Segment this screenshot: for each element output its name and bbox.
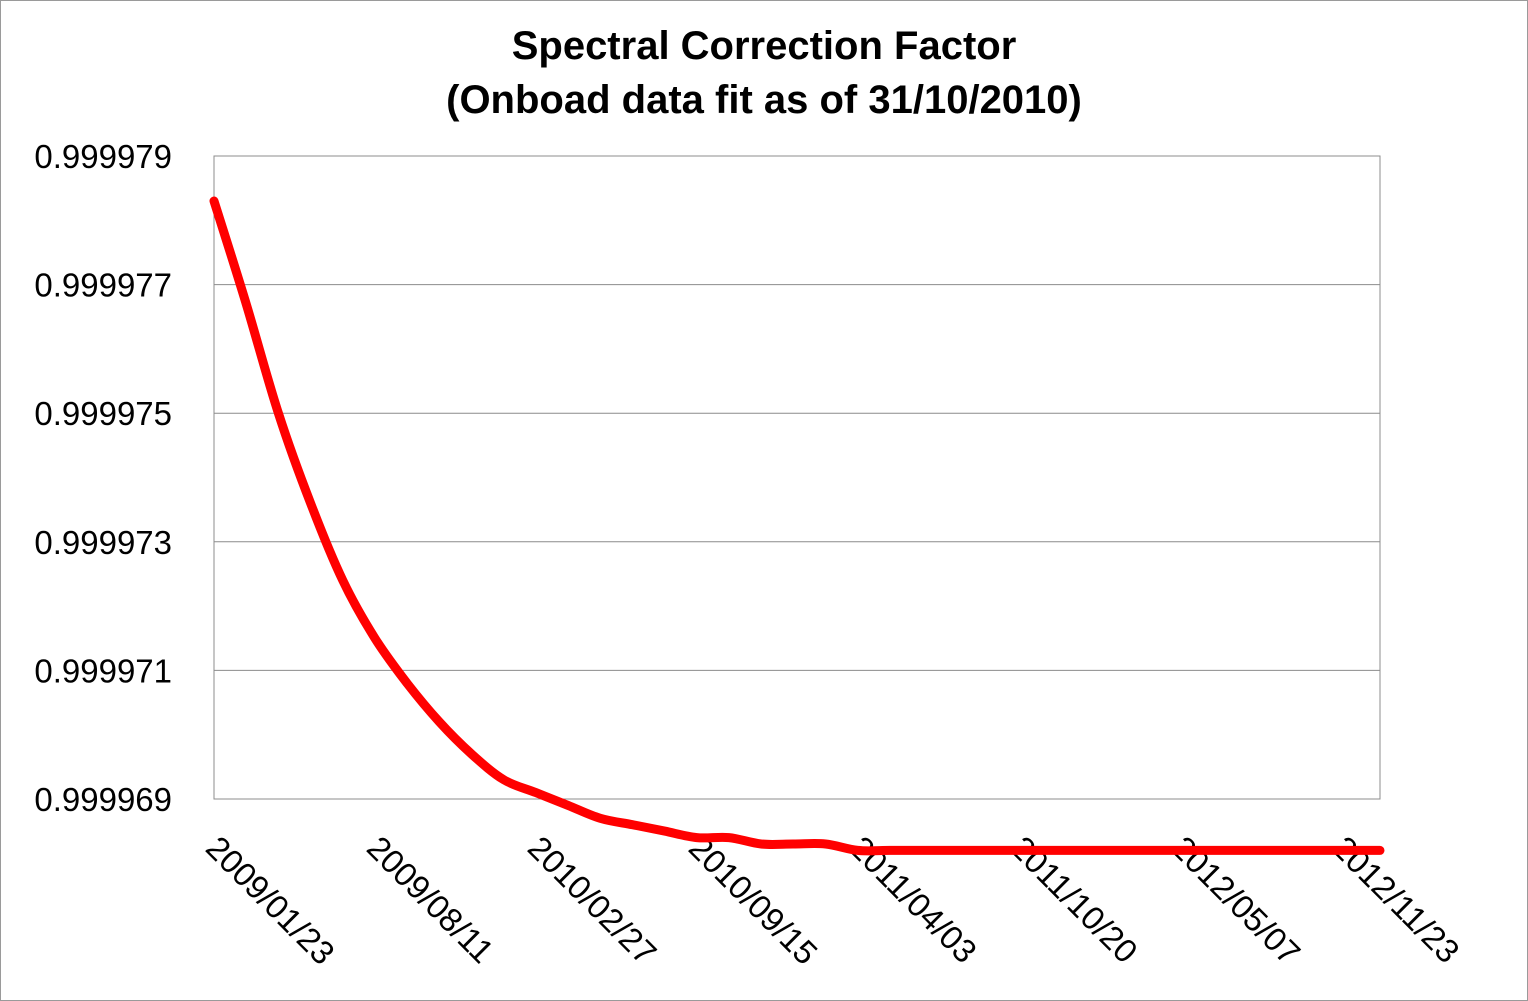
y-tick-label: 0.999979 (34, 138, 172, 175)
y-tick-label: 0.999971 (34, 652, 172, 689)
chart-subtitle: (Onboad data fit as of 31/10/2010) (446, 78, 1082, 122)
x-tick-label: 2010/09/15 (682, 829, 825, 972)
y-tick-label: 0.999977 (34, 267, 172, 304)
y-tick-label: 0.999973 (34, 524, 172, 561)
y-tick-label: 0.999975 (34, 395, 172, 432)
series-layer (209, 196, 1385, 856)
chart-title: Spectral Correction Factor (512, 24, 1017, 68)
y-tick-label: 0.999969 (34, 781, 172, 818)
x-tick-label: 2009/08/11 (360, 829, 501, 970)
grid-lines (214, 284, 1380, 671)
series-line (209, 196, 1385, 856)
plot-area (213, 155, 1381, 800)
x-tick-label: 2010/02/27 (521, 829, 664, 972)
x-tick-label: 2009/01/23 (199, 829, 342, 972)
y-axis-ticks: 0.999979 0.999977 0.999975 0.999973 0.999971… (34, 138, 172, 818)
